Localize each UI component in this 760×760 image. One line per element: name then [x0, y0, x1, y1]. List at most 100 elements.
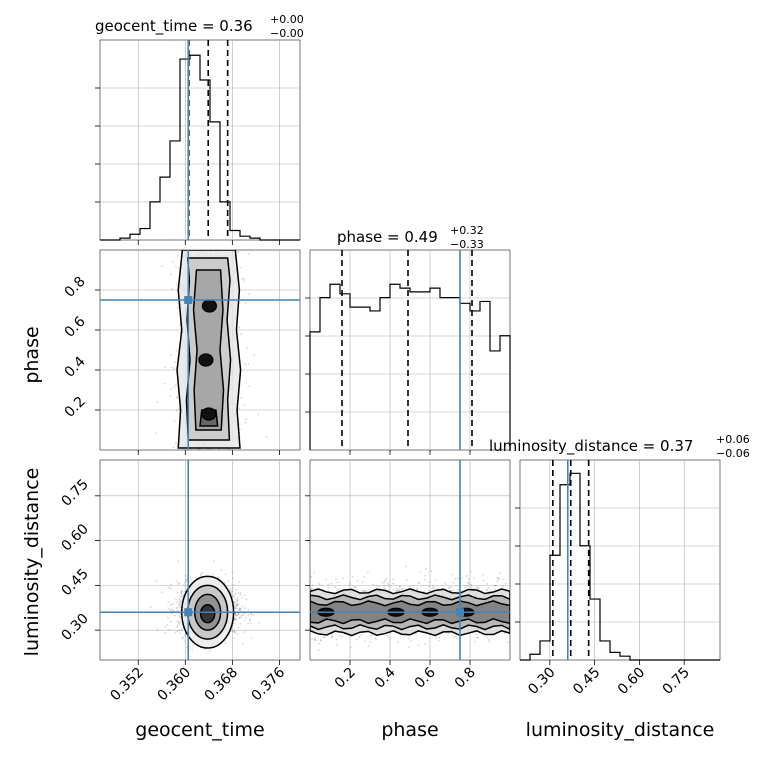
scatter-point [470, 584, 473, 587]
scatter-point [178, 629, 181, 632]
scatter-point [392, 582, 395, 585]
scatter-point [176, 306, 179, 309]
scatter-point [335, 578, 337, 580]
scatter-point [448, 587, 451, 590]
scatter-point [234, 602, 237, 604]
scatter-point [175, 598, 177, 601]
scatter-point [178, 601, 181, 604]
scatter-point [234, 613, 237, 616]
scatter-point [247, 252, 250, 255]
scatter-point [310, 642, 311, 644]
scatter-point [336, 581, 339, 584]
scatter-point [476, 636, 479, 639]
xtick-label-luminosity_distance: 0.30 [525, 665, 558, 698]
scatter-point [238, 607, 241, 610]
scatter-point [349, 582, 352, 585]
scatter-point [416, 588, 419, 591]
scatter-point [317, 643, 320, 645]
scatter-point [398, 585, 401, 588]
scatter-point [176, 624, 179, 627]
scatter-point [168, 607, 170, 610]
scatter-point [179, 599, 181, 602]
scatter-point [397, 590, 400, 592]
scatter-point [171, 603, 174, 606]
scatter-point [367, 571, 369, 574]
scatter-point [348, 583, 351, 586]
scatter-point [362, 589, 365, 592]
scatter-point [235, 603, 238, 606]
scatter-point [169, 583, 172, 586]
xtick-label-geocent_time: 0.368 [202, 665, 242, 705]
scatter-point [473, 640, 476, 643]
scatter-point [386, 634, 389, 637]
scatter-point [189, 576, 192, 578]
scatter-point [231, 587, 234, 590]
scatter-point [244, 302, 247, 305]
scatter-point [428, 585, 431, 588]
scatter-point [314, 639, 317, 642]
scatter-point [179, 632, 181, 635]
scatter-point [431, 587, 434, 590]
xtick-label-luminosity_distance: 0.75 [660, 665, 693, 698]
scatter-point [402, 587, 404, 590]
ytick-label-phase: 0.2 [62, 394, 89, 421]
scatter-point [234, 619, 237, 622]
scatter-point [488, 640, 491, 643]
scatter-point [428, 589, 431, 592]
contour-level [199, 604, 216, 624]
scatter-point [166, 616, 169, 619]
scatter-point [243, 594, 246, 597]
scatter-point [175, 409, 178, 412]
scatter-point [241, 597, 243, 599]
scatter-point [166, 624, 169, 626]
scatter-point [180, 592, 182, 595]
scatter-point [231, 590, 234, 593]
panel-frame [99, 39, 301, 241]
scatter-point [311, 587, 313, 590]
scatter-point [247, 363, 250, 366]
scatter-point [358, 636, 361, 639]
scatter-point [503, 632, 506, 635]
density-peak [201, 407, 217, 421]
scatter-point [257, 413, 260, 416]
scatter-point [405, 565, 407, 568]
scatter-point [409, 586, 411, 588]
scatter-point [178, 604, 181, 607]
scatter-point [387, 589, 390, 592]
scatter-point [252, 613, 255, 616]
scatter-point [335, 638, 338, 641]
scatter-point [486, 636, 488, 639]
scatter-point [164, 631, 166, 634]
scatter-point [182, 636, 185, 639]
scatter-point [220, 569, 223, 572]
scatter-point [454, 577, 457, 580]
scatter-point [235, 613, 238, 616]
scatter-point [398, 588, 401, 591]
scatter-point [238, 407, 241, 409]
scatter-point [178, 615, 181, 618]
scatter-point [363, 576, 366, 579]
scatter-point [234, 617, 237, 620]
scatter-point [174, 361, 176, 364]
scatter-point [238, 609, 240, 611]
scatter-point [212, 560, 215, 563]
contour-level [192, 269, 225, 431]
scatter-point [250, 637, 253, 640]
density-peak [198, 353, 214, 367]
xtick-label-geocent_time: 0.360 [154, 665, 194, 705]
scatter-point [497, 578, 500, 581]
scatter-point [407, 637, 410, 640]
scatter-point [209, 448, 212, 450]
scatter-point [383, 581, 386, 583]
scatter-point [184, 574, 187, 577]
scatter-point [233, 630, 235, 633]
scatter-point [233, 619, 236, 621]
scatter-point [178, 622, 181, 625]
scatter-point [416, 587, 418, 590]
title-geocent_time-sup: +0.00 [270, 13, 304, 26]
scatter-point [465, 575, 468, 577]
scatter-point [325, 578, 328, 581]
xtick-label-phase: 0.8 [452, 665, 479, 692]
scatter-point [248, 618, 251, 620]
scatter-point [486, 588, 489, 591]
